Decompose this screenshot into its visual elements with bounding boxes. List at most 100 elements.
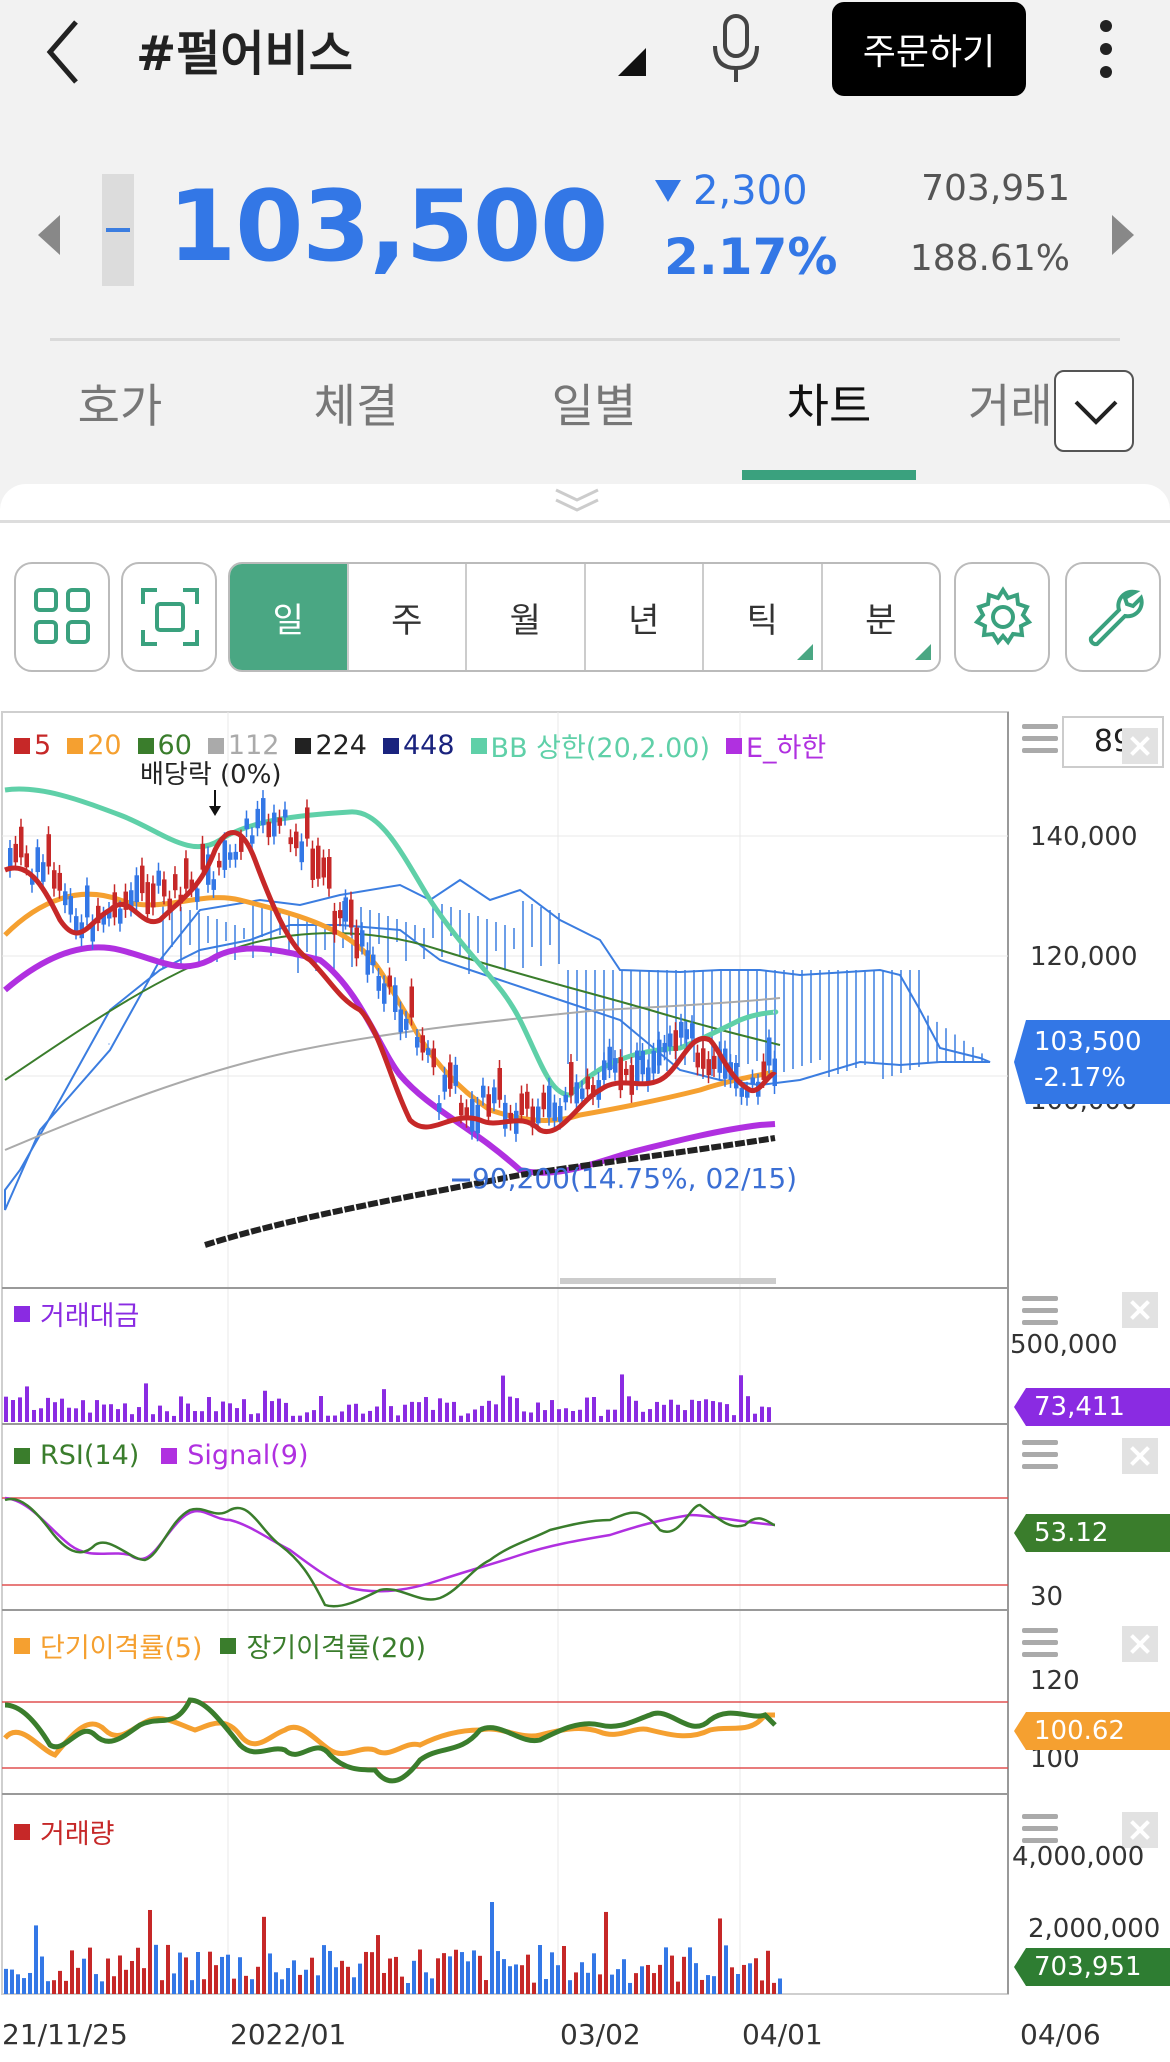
candle-body <box>354 927 359 959</box>
back-arrow-icon[interactable] <box>40 10 90 90</box>
period-week[interactable]: 주 <box>349 564 467 670</box>
candle-body <box>574 1082 579 1104</box>
volume-close-icon[interactable] <box>1122 1812 1158 1848</box>
volume-bar <box>304 1969 308 1994</box>
amount-bar <box>326 1415 330 1422</box>
layout-grid-button[interactable] <box>14 562 110 672</box>
wrench-icon <box>1088 589 1144 647</box>
amount-bar <box>95 1400 99 1422</box>
volume-bar <box>154 1944 158 1994</box>
legend-ma20[interactable]: 20 <box>67 730 122 761</box>
amount-bar <box>382 1389 386 1422</box>
legend-ma224[interactable]: 224 <box>295 730 367 761</box>
amount-bar <box>249 1414 253 1422</box>
gear-icon <box>973 586 1033 646</box>
stock-title[interactable]: #펄어비스 <box>136 26 353 82</box>
amount-bar <box>396 1415 400 1422</box>
amount-bar <box>452 1401 456 1422</box>
candle-body <box>167 898 172 913</box>
tick-option-corner-icon <box>796 644 813 660</box>
volume-bar <box>166 1944 170 1994</box>
rsi-menu-icon[interactable] <box>1022 1440 1058 1470</box>
disparity-menu-icon[interactable] <box>1022 1628 1058 1658</box>
legend-ma60[interactable]: 60 <box>137 730 192 761</box>
amount-bar <box>606 1409 610 1422</box>
amount-bar <box>592 1397 596 1422</box>
tab-orderbook[interactable]: 호가 <box>77 379 163 433</box>
more-options-icon[interactable] <box>1090 14 1122 84</box>
amount-legend: 거래대금 <box>14 1294 139 1333</box>
candle-body <box>767 1037 772 1066</box>
legend-bb-upper[interactable]: BB 상한(20,2.00) <box>470 726 710 765</box>
tabs-expand-button[interactable] <box>1054 370 1134 452</box>
candle-body <box>393 985 398 1012</box>
rsi-close-icon[interactable] <box>1122 1438 1158 1474</box>
volume-bar <box>40 1956 44 1994</box>
fullscreen-button[interactable] <box>121 562 217 672</box>
x-label-end: 04/06 <box>1020 2018 1101 2051</box>
tab-trades[interactable]: 체결 <box>313 379 399 433</box>
period-day[interactable]: 일 <box>230 564 349 670</box>
badge-percent: -2.17% <box>1034 1063 1126 1093</box>
tab-chart[interactable]: 차트 <box>786 379 872 433</box>
volume-bar <box>70 1950 74 1994</box>
volume-bar <box>436 1958 440 1994</box>
candle-body <box>602 1060 607 1081</box>
candle-body <box>701 1048 706 1069</box>
app-header: #펄어비스 주문하기 <box>0 0 1170 100</box>
tab-broker[interactable]: 거래 <box>968 379 1053 433</box>
legend-ma5[interactable]: 5 <box>14 730 51 761</box>
volume-menu-icon[interactable] <box>1022 1814 1058 1844</box>
volume-bar <box>400 1976 404 1994</box>
candle-body <box>387 975 392 987</box>
amount-legend-label: 거래대금 <box>40 1301 140 1332</box>
volume-bar <box>484 1980 488 1994</box>
order-button[interactable]: 주문하기 <box>832 2 1026 96</box>
candle-body <box>261 798 266 826</box>
previous-stock-arrow[interactable] <box>38 215 60 255</box>
amount-menu-icon[interactable] <box>1022 1296 1058 1326</box>
candle-body <box>415 1036 420 1048</box>
period-selector: 일 주 월 년 틱 분 <box>228 562 941 672</box>
volume-bar <box>358 1963 362 1994</box>
volume-legend-label: 거래량 <box>40 1819 115 1850</box>
amount-bar <box>151 1414 155 1422</box>
volume-bar <box>382 1972 386 1994</box>
volume-bar <box>142 1968 146 1994</box>
volume-bar <box>580 1962 584 1994</box>
volume-bar <box>568 1980 572 1994</box>
chart-settings-button[interactable] <box>954 562 1050 672</box>
period-year[interactable]: 년 <box>586 564 704 670</box>
period-minute[interactable]: 분 <box>823 564 940 670</box>
amount-close-icon[interactable] <box>1122 1292 1158 1328</box>
legend-e-lower[interactable]: E_하한 <box>725 726 826 765</box>
volume-bar <box>454 1949 458 1994</box>
amount-bar <box>158 1405 162 1422</box>
disparity-close-icon[interactable] <box>1122 1626 1158 1662</box>
chart-tools-button[interactable] <box>1065 562 1161 672</box>
next-stock-arrow[interactable] <box>1112 215 1134 255</box>
main-panel-close-icon[interactable] <box>1122 728 1158 764</box>
volume-bar <box>496 1951 500 1994</box>
tab-daily[interactable]: 일별 <box>551 379 637 433</box>
main-panel-menu-icon[interactable] <box>1022 724 1058 754</box>
legend-ma448[interactable]: 448 <box>383 730 455 761</box>
amount-bar <box>18 1397 22 1422</box>
grid-icon <box>34 588 90 644</box>
candle-body <box>173 874 178 891</box>
period-tick[interactable]: 틱 <box>704 564 823 670</box>
period-month[interactable]: 월 <box>467 564 586 670</box>
candle-body <box>217 860 222 868</box>
legend-ma112[interactable]: 112 <box>207 730 279 761</box>
amount-bar <box>389 1406 393 1422</box>
amount-bar <box>662 1404 666 1422</box>
panel-collapse-icon[interactable] <box>552 486 602 516</box>
stock-dropdown-icon[interactable] <box>618 48 646 76</box>
disparity-short-label: 단기이격률(5) <box>40 1633 203 1664</box>
amount-bar <box>487 1400 491 1422</box>
microphone-icon[interactable] <box>705 12 767 84</box>
volume-bar <box>64 1980 68 1994</box>
amount-bar <box>557 1409 561 1422</box>
